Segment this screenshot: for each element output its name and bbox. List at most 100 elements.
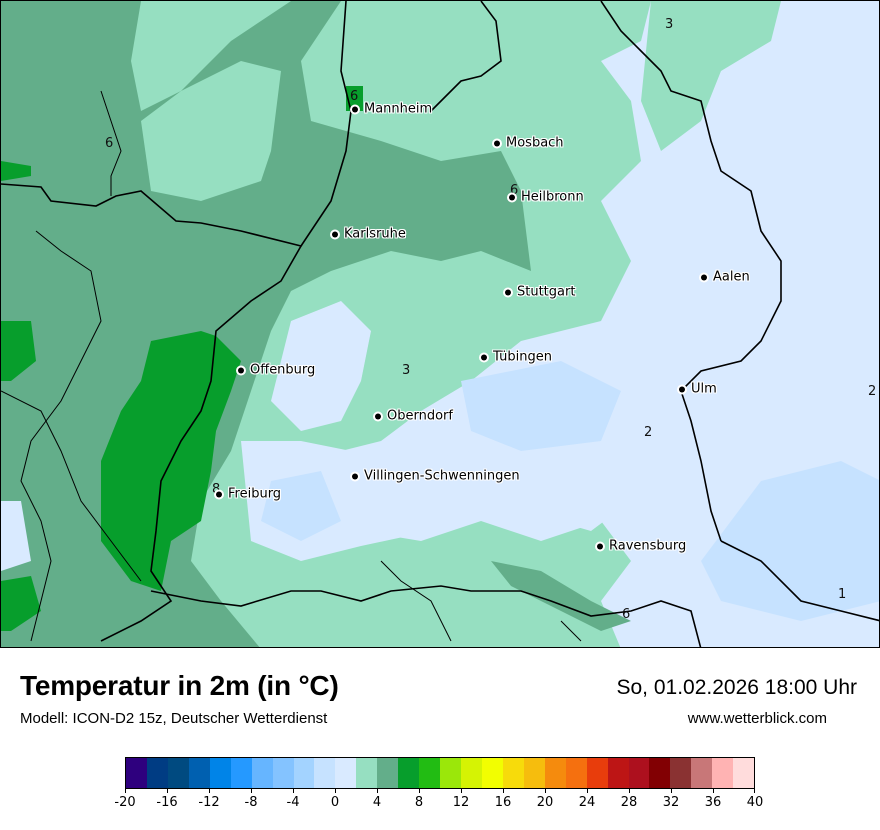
city-label: Mosbach [506, 135, 564, 151]
city-label: Aalen [713, 269, 750, 285]
colorbar-tick [419, 789, 420, 793]
colorbar-segment [712, 758, 734, 788]
city-label: Mannheim [364, 101, 433, 117]
colorbar-segment [167, 758, 189, 788]
city-marker: Villingen-Schwenningen [352, 469, 520, 484]
colorbar-tick-label: 24 [578, 795, 596, 810]
colorbar-tick [461, 789, 462, 793]
colorbar-tick-label: -20 [114, 795, 136, 810]
map-footer: Temperatur in 2m (in °C) Modell: ICON-D2… [0, 648, 880, 830]
colorbar-tick [293, 789, 294, 793]
city-marker: Aalen [701, 270, 750, 285]
isotherm-label: 6 [510, 183, 519, 198]
colorbar-tick [251, 789, 252, 793]
isotherm-label: 3 [665, 17, 674, 32]
colorbar-segment [691, 758, 713, 788]
city-label: Karlsruhe [344, 226, 406, 242]
colorbar-tick [335, 789, 336, 793]
colorbar-tick [629, 789, 630, 793]
colorbar-segment [251, 758, 273, 788]
city-label: Offenburg [250, 362, 316, 378]
city-marker: Heilbronn [509, 190, 584, 205]
valid-datetime: So, 01.02.2026 18:00 Uhr [616, 676, 857, 699]
city-dot-icon [216, 491, 222, 497]
colorbar-segment [335, 758, 357, 788]
colorbar-segment [314, 758, 336, 788]
temperature-colorbar [125, 757, 755, 789]
colorbar-tick-label: 32 [662, 795, 680, 810]
colorbar-tick [125, 789, 126, 793]
city-label: Villingen-Schwenningen [364, 468, 520, 484]
temperature-map: 6 6 6 3 3 2 2 8 6 1 Mannheim Mosbach Heilbronn Karls… [0, 0, 880, 648]
city-dot-icon [238, 367, 244, 373]
city-marker: Mannheim [352, 102, 432, 117]
city-label: Freiburg [228, 486, 282, 502]
city-dot-icon [352, 473, 358, 479]
colorbar-segment [209, 758, 231, 788]
colorbar-tick [209, 789, 210, 793]
isotherm-label: 6 [105, 136, 114, 151]
colorbar-segment [126, 758, 147, 788]
colorbar-ticks: -20 -16 -12 -8 -4 0 4 8 12 16 20 24 28 32 36 40 [114, 789, 763, 819]
colorbar-segment [628, 758, 650, 788]
model-source: Modell: ICON-D2 15z, Deutscher Wetterdie… [20, 710, 328, 727]
city-dot-icon [509, 194, 515, 200]
colorbar-segment [502, 758, 524, 788]
colorbar-segment [649, 758, 671, 788]
temperature-field [1, 1, 879, 647]
city-dot-icon [597, 543, 603, 549]
colorbar-tick-label: 0 [330, 795, 340, 810]
colorbar-tick-label: 20 [536, 795, 554, 810]
colorbar-segment [293, 758, 315, 788]
map-title: Temperatur in 2m (in °C) [20, 670, 339, 701]
isotherm-label: 2 [868, 384, 877, 399]
city-label: Ravensburg [609, 538, 687, 554]
colorbar-segment [398, 758, 420, 788]
colorbar-tick-label: 8 [414, 795, 424, 810]
colorbar-tick [377, 789, 378, 793]
colorbar-tick-label: -12 [198, 795, 220, 810]
city-dot-icon [375, 413, 381, 419]
city-dot-icon [494, 140, 500, 146]
colorbar-segment [607, 758, 629, 788]
colorbar-tick-label: 16 [494, 795, 512, 810]
city-marker: Freiburg [216, 487, 281, 502]
colorbar-segment [481, 758, 503, 788]
colorbar-segment [586, 758, 608, 788]
isotherm-label: 3 [402, 363, 411, 378]
colorbar-segment [565, 758, 587, 788]
colorbar-tick-label: 40 [746, 795, 764, 810]
website-credit: www.wetterblick.com [687, 710, 827, 727]
city-label: Ulm [691, 381, 717, 397]
colorbar-segment [356, 758, 378, 788]
colorbar-tick-label: -4 [286, 795, 300, 810]
colorbar-segment [146, 758, 168, 788]
colorbar-segment [230, 758, 252, 788]
colorbar-tick [754, 789, 755, 793]
colorbar-segment [544, 758, 566, 788]
colorbar-segment [419, 758, 441, 788]
colorbar-segment [272, 758, 294, 788]
city-marker: Tübingen [481, 350, 552, 365]
city-label: Oberndorf [387, 408, 453, 424]
colorbar-tick [713, 789, 714, 793]
city-label: Stuttgart [517, 284, 576, 300]
colorbar-tick-label: 36 [704, 795, 722, 810]
city-marker: Stuttgart [505, 285, 575, 300]
colorbar-segment [440, 758, 461, 788]
colorbar-segment [377, 758, 399, 788]
colorbar-tick-label: -16 [156, 795, 178, 810]
isotherm-label: 1 [838, 587, 847, 602]
colorbar-tick-label: -8 [244, 795, 258, 810]
city-dot-icon [679, 386, 685, 392]
city-dot-icon [352, 106, 358, 112]
colorbar-tick [671, 789, 672, 793]
isotherm-label: 8 [212, 482, 221, 497]
colorbar-segment [733, 758, 755, 788]
city-dot-icon [481, 354, 487, 360]
colorbar-segment [670, 758, 692, 788]
city-label: Tübingen [493, 349, 552, 365]
city-marker: Karlsruhe [332, 227, 406, 242]
isotherm-label: 6 [622, 607, 631, 622]
city-dot-icon [701, 274, 707, 280]
